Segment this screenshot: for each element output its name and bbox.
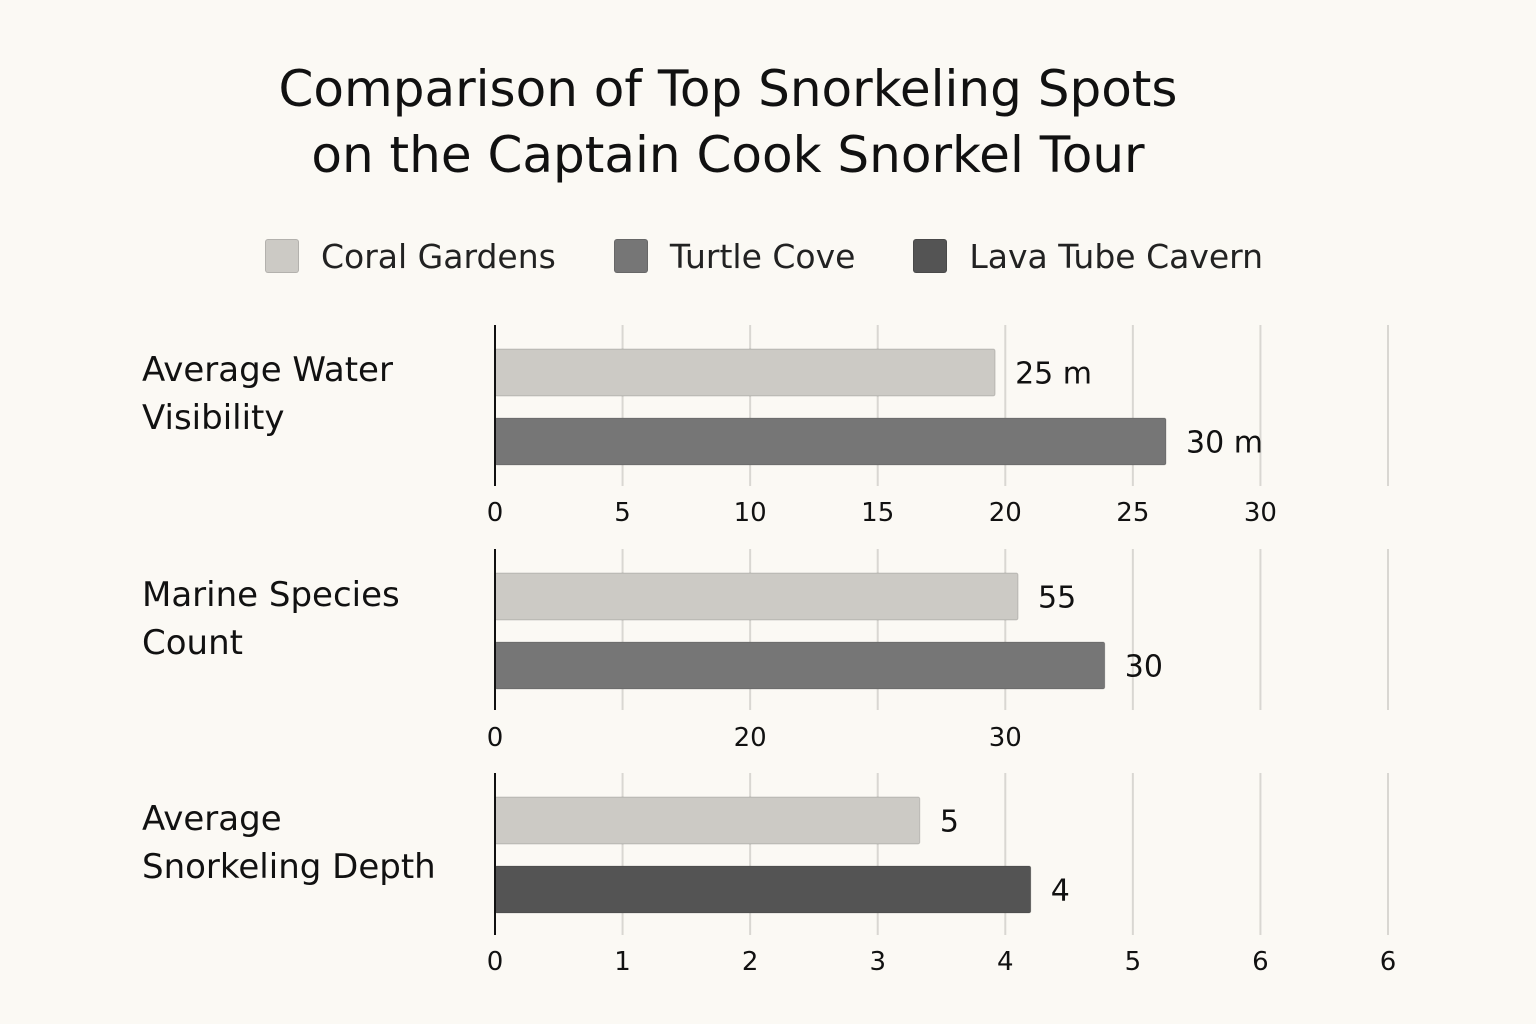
legend: Coral Gardens Turtle Cove Lava Tube Cave… [265,236,1321,276]
chart-title: Comparison of Top Snorkeling Spots on th… [0,56,1456,188]
chart-title-line-1: Comparison of Top Snorkeling Spots [278,60,1178,118]
tick-label: 0 [487,723,504,753]
tick-label: 6 [1252,947,1269,977]
legend-swatch-coral-gardens [265,239,299,273]
data-label: 30 m [1186,426,1263,461]
tick-label: 30 [989,723,1022,753]
tick-label: 5 [1125,947,1142,977]
legend-item-turtle-cove: Turtle Cove [613,236,856,276]
legend-label-lava-tube-cavern: Lava Tube Cavern [969,236,1264,276]
panel-label-line: Count [142,623,243,663]
tick-label: 5 [614,498,631,528]
tick-label: 4 [997,947,1014,977]
legend-item-coral-gardens: Coral Gardens [265,237,556,276]
tick-label: 6 [1380,947,1397,977]
tick-label: 1 [614,947,631,977]
legend-item-lava-tube-cavern: Lava Tube Cavern [913,237,1263,276]
bar [494,865,1032,914]
panel-label-water-visibility: Average Water Visibility [142,346,393,442]
tick-label: 25 [1116,498,1149,528]
tick-label: 10 [734,498,767,528]
panel-label-line: Snorkeling Depth [142,847,436,887]
bar [494,572,1019,621]
tick-label: 30 [1244,498,1277,528]
data-label: 4 [1051,874,1070,909]
panel-label-line: Visibility [142,398,285,438]
tick-label: 20 [734,723,767,753]
panel-label-line: Average [142,799,282,839]
data-label: 30 [1125,650,1163,685]
tick-label: 3 [869,947,886,977]
bar [494,348,996,397]
panel-label-line: Average Water [142,350,393,390]
tick-label: 0 [487,947,504,977]
tick-label: 20 [989,498,1022,528]
tick-label: 2 [742,947,759,977]
bar [494,641,1106,690]
panel-label-line: Marine Species [142,575,400,615]
legend-label-coral-gardens: Coral Gardens [321,236,556,276]
panel-label-snorkeling-depth: Average Snorkeling Depth [142,795,436,891]
bar [494,417,1167,466]
tick-label: 0 [487,498,504,528]
data-label: 5 [940,805,959,840]
legend-swatch-lava-tube-cavern [913,239,948,273]
legend-swatch-turtle-cove [613,239,648,273]
data-label: 55 [1038,581,1076,616]
bar [494,796,921,845]
tick-label: 15 [861,498,894,528]
legend-label-turtle-cove: Turtle Cove [669,236,856,276]
chart-title-line-2: on the Captain Cook Snorkel Tour [311,126,1145,184]
panel-label-species-count: Marine Species Count [142,571,400,667]
data-label: 25 m [1015,357,1092,392]
